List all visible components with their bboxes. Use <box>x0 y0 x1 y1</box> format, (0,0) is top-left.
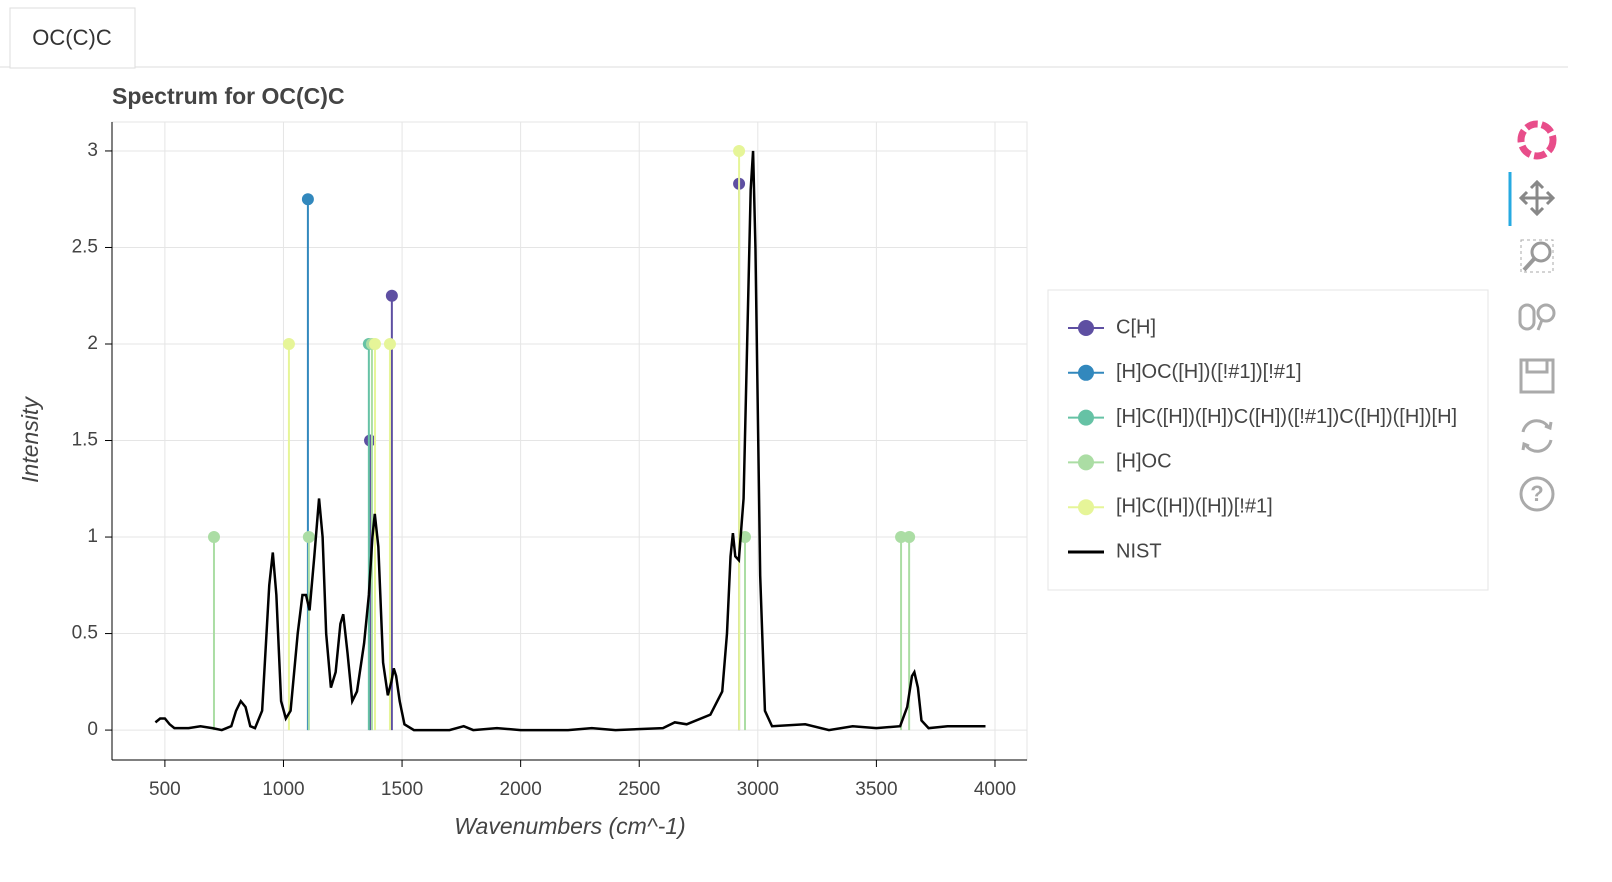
stem-head <box>301 193 314 206</box>
legend-label: NIST <box>1116 540 1162 562</box>
legend-marker <box>1078 454 1094 471</box>
y-tick-label: 2.5 <box>72 236 98 257</box>
toolbar: ? <box>1508 120 1557 512</box>
x-tick-label: 2000 <box>500 779 542 800</box>
x-tick-label: 2500 <box>618 779 660 800</box>
stem-head <box>282 337 295 350</box>
box-zoom-tool[interactable] <box>1520 239 1554 273</box>
stem-head <box>207 531 220 544</box>
y-tick-label: 0 <box>87 719 98 740</box>
legend-label: [H]C([H])([H])C([H])([!#1])C([H])([H])[H… <box>1116 406 1457 428</box>
help-tool[interactable]: ? <box>1519 476 1555 512</box>
y-tick-label: 0.5 <box>72 623 98 644</box>
stem-head <box>369 337 382 350</box>
x-tick-label: 3000 <box>737 779 779 800</box>
legend-label: [H]OC([H])([!#1])[!#1] <box>1116 361 1302 383</box>
y-tick-label: 1.5 <box>72 430 98 451</box>
stem-head <box>733 144 746 157</box>
legend <box>1047 289 1489 591</box>
x-tick-label: 1000 <box>262 779 304 800</box>
pan-tool[interactable] <box>1518 179 1556 217</box>
x-tick-label: 3500 <box>855 779 897 800</box>
spectrum-line <box>154 150 986 732</box>
legend-label: [H]C([H])([H])[!#1] <box>1116 495 1273 517</box>
legend-marker <box>1078 499 1094 516</box>
y-tick-label: 1 <box>87 526 98 547</box>
x-axis-label: Wavenumbers (cm^-1) <box>454 813 685 839</box>
x-tick-label: 4000 <box>974 779 1016 800</box>
tab-label[interactable]: OC(C)C <box>32 25 112 50</box>
tab[interactable] <box>9 7 136 69</box>
legend-marker <box>1078 409 1094 426</box>
chart-title: Spectrum for OC(C)C <box>112 83 345 109</box>
legend-marker <box>1078 320 1094 336</box>
legend-label: [H]OC <box>1116 451 1172 473</box>
svg-text:?: ? <box>1530 481 1543 506</box>
stem-head <box>302 531 315 544</box>
y-axis-label: Intensity <box>17 396 43 483</box>
save-tool[interactable] <box>1519 358 1555 394</box>
y-tick-label: 2 <box>87 333 98 354</box>
stem-head <box>364 434 377 447</box>
wheel-zoom-tool[interactable] <box>1518 303 1556 331</box>
y-tick-label: 3 <box>87 140 98 161</box>
stem-head <box>385 289 398 302</box>
logo[interactable] <box>1517 120 1557 160</box>
x-tick-label: 500 <box>149 779 181 800</box>
reset-tool[interactable] <box>1521 419 1553 453</box>
stem-head <box>903 531 916 544</box>
x-tick-label: 1500 <box>381 779 423 800</box>
legend-marker <box>1078 364 1094 381</box>
legend-label: C[H] <box>1116 316 1156 338</box>
stem-head <box>383 337 396 350</box>
